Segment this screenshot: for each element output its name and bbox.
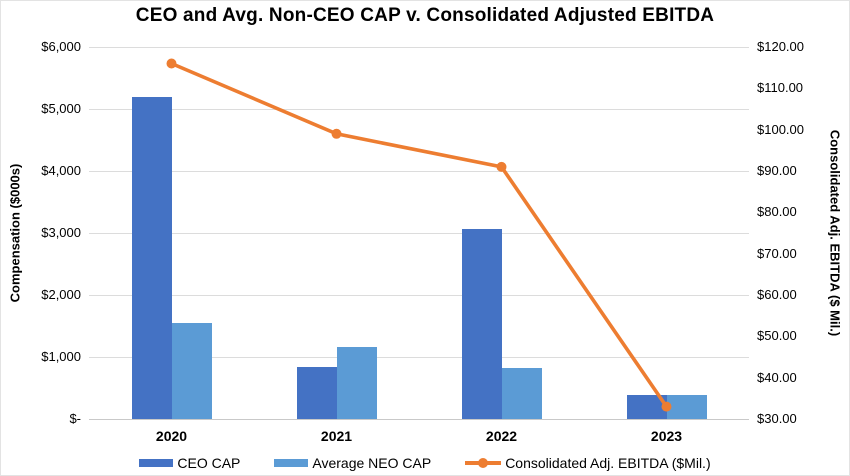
left-tick-label: $4,000 xyxy=(41,163,81,178)
line-consolidated-adj-ebitda-mil- xyxy=(170,61,668,408)
chart-title: CEO and Avg. Non-CEO CAP v. Consolidated… xyxy=(135,5,715,26)
right-tick-label: $100.00 xyxy=(757,121,804,137)
bar-ceo-cap-2021 xyxy=(296,366,337,419)
left-tick-label: $2,000 xyxy=(41,287,81,302)
bar-ceo-cap-2022 xyxy=(461,228,502,419)
line-marker-2023 xyxy=(661,401,672,412)
line-marker-2020 xyxy=(166,58,177,69)
x-axis-line xyxy=(89,419,749,420)
left-tick-label: $- xyxy=(69,411,81,426)
right-tick-label: $120.00 xyxy=(757,39,804,54)
left-tick-label: $6,000 xyxy=(41,39,81,54)
gridline xyxy=(89,295,749,296)
gridline xyxy=(89,47,749,48)
legend-label: Average NEO CAP xyxy=(312,455,432,471)
x-axis-label-2021: 2021 xyxy=(320,428,353,444)
left-tick-label: $3,000 xyxy=(41,225,81,240)
legend-swatch-line xyxy=(465,458,502,468)
right-tick-label: $60.00 xyxy=(757,287,797,302)
line-series-layer xyxy=(166,58,672,412)
legend-item-ceo-cap: CEO CAP xyxy=(139,455,240,471)
legend-label: Consolidated Adj. EBITDA ($Mil.) xyxy=(505,455,711,471)
bar-average-neo-cap-2021 xyxy=(336,346,377,419)
x-axis-label-2022: 2022 xyxy=(485,428,518,444)
bar-average-neo-cap-2023 xyxy=(666,394,707,419)
x-axis-label-2023: 2023 xyxy=(650,428,683,444)
gridline xyxy=(89,171,749,172)
bar-average-neo-cap-2020 xyxy=(171,322,212,419)
right-tick-label: $110.00 xyxy=(757,80,804,96)
right-axis-title: Consolidated Adj. EBITDA ($ Mil.) xyxy=(827,129,843,337)
bar-average-neo-cap-2022 xyxy=(501,367,542,419)
left-tick-label: $5,000 xyxy=(41,101,81,116)
plot-area xyxy=(89,47,749,420)
right-tick-label: $40.00 xyxy=(757,369,797,385)
bar-ceo-cap-2020 xyxy=(131,96,172,419)
gridline xyxy=(89,357,749,358)
legend: CEO CAP Average NEO CAP Consolidated Adj. … xyxy=(1,455,849,471)
right-tick-label: $50.00 xyxy=(757,328,797,344)
right-tick-label: $30.00 xyxy=(757,411,797,426)
x-axis-label-2020: 2020 xyxy=(155,428,188,444)
line-marker-2022 xyxy=(496,161,507,172)
gridline xyxy=(89,109,749,110)
legend-label: CEO CAP xyxy=(177,455,241,471)
right-tick-label: $70.00 xyxy=(757,245,797,261)
gridline xyxy=(89,233,749,234)
left-tick-label: $1,000 xyxy=(41,349,81,364)
right-tick-label: $90.00 xyxy=(757,163,797,178)
line-marker-2021 xyxy=(331,128,342,139)
legend-swatch-bar xyxy=(274,459,309,467)
legend-item-consolidated-adj-ebitda-mil-: Consolidated Adj. EBITDA ($Mil.) xyxy=(465,455,711,471)
legend-swatch-bar xyxy=(139,459,174,467)
legend-line-marker xyxy=(478,458,489,468)
legend-item-average-neo-cap: Average NEO CAP xyxy=(274,455,431,471)
right-tick-label: $80.00 xyxy=(757,204,797,220)
